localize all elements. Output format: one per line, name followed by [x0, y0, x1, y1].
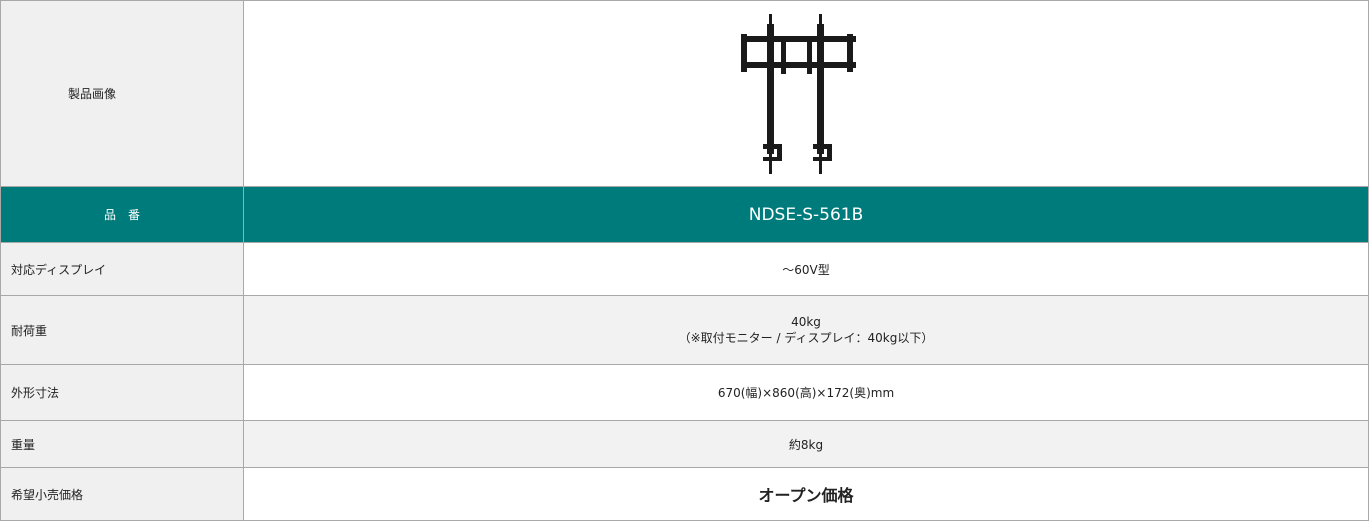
label: 製品画像	[0, 0, 244, 187]
value-line: 40kg	[791, 314, 821, 329]
row: 品 番 NDSE-S-561B	[0, 186, 1369, 243]
label: 希望小売価格	[0, 467, 244, 521]
label: 対応ディスプレイ	[0, 242, 244, 296]
value-line: （※取付モニター / ディスプレイ：40kg以下）	[678, 330, 934, 345]
label: 品 番	[0, 186, 244, 243]
row: 製品画像	[0, 0, 1369, 187]
value: NDSE-S-561B	[243, 186, 1369, 243]
label: 耐荷重	[0, 295, 244, 365]
value: 670(幅)×860(高)×172(奥)mm	[243, 364, 1369, 421]
value: ～60V型	[243, 242, 1369, 296]
label: 外形寸法	[0, 364, 244, 421]
image-cell	[243, 0, 1369, 187]
row: 耐荷重 40kg （※取付モニター / ディスプレイ：40kg以下）	[0, 295, 1369, 365]
value: 約8kg	[243, 420, 1369, 468]
value: 40kg （※取付モニター / ディスプレイ：40kg以下）	[243, 295, 1369, 365]
row: 希望小売価格 オープン価格	[0, 467, 1369, 521]
product-image	[741, 13, 856, 174]
label: 重量	[0, 420, 244, 468]
row: 重量 約8kg	[0, 420, 1369, 468]
row: 外形寸法 670(幅)×860(高)×172(奥)mm	[0, 364, 1369, 421]
value: オープン価格	[243, 467, 1369, 521]
row: 対応ディスプレイ ～60V型	[0, 242, 1369, 296]
